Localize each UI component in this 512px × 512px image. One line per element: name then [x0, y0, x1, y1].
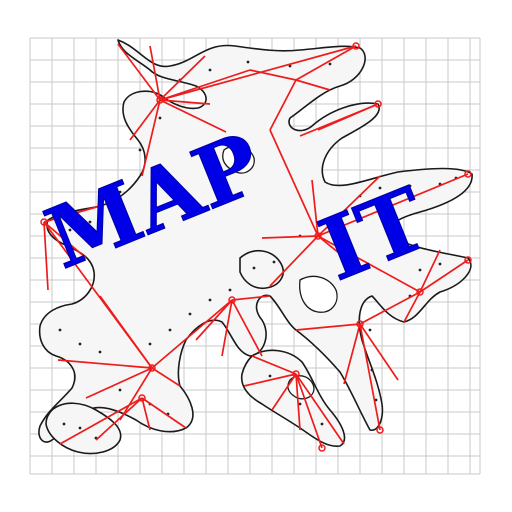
cave-outline [38, 39, 473, 455]
survey-stations [40, 42, 472, 452]
survey-lines [43, 43, 469, 449]
